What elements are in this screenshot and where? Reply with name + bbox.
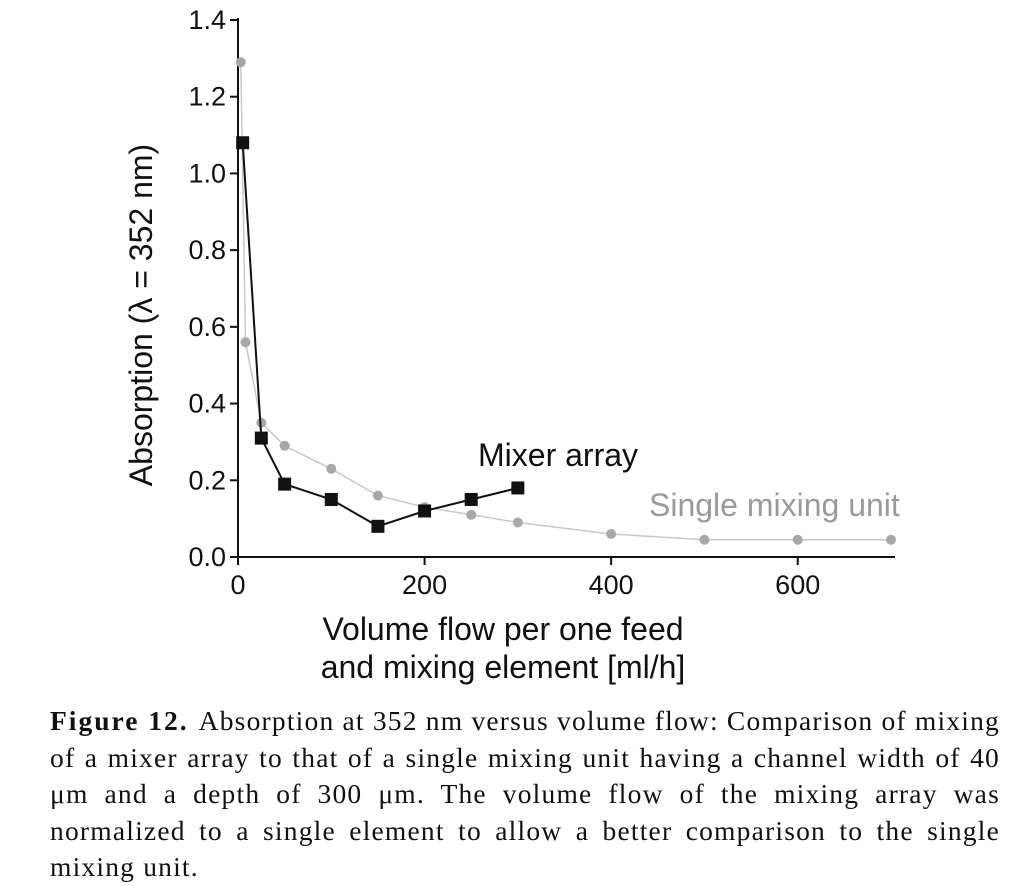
series-layer <box>235 57 896 545</box>
data-point-single-mixing-unit <box>279 440 290 451</box>
data-point-mixer-array <box>278 477 292 491</box>
data-point-single-mixing-unit <box>466 509 477 520</box>
x-axis-title-line-1: Volume flow per one feed <box>322 611 683 647</box>
data-point-single-mixing-unit <box>512 517 523 528</box>
figure-caption: Figure 12. Absorption at 352 nm versus vo… <box>50 703 1000 886</box>
data-point-single-mixing-unit <box>235 57 246 68</box>
data-point-single-mixing-unit <box>792 534 803 545</box>
data-point-mixer-array <box>464 492 478 506</box>
x-tick-label: 400 <box>589 570 634 600</box>
series-line-mixer-array <box>241 142 519 528</box>
x-tick-label: 0 <box>230 570 245 600</box>
x-axis-title-line-2: and mixing element [ml/h] <box>321 649 686 685</box>
y-tick-label: 1.2 <box>188 82 226 112</box>
y-tick-label: 0.2 <box>188 465 226 495</box>
data-point-mixer-array <box>418 504 432 518</box>
data-point-single-mixing-unit <box>326 463 337 474</box>
data-point-mixer-array <box>236 136 250 150</box>
y-axis-title: Absorption (λ = 352 nm) <box>123 144 159 486</box>
axis-ticks: 0.0 0.2 0.4 0.6 0.8 1.0 1.2 1.4 0 200 400 600 <box>188 5 820 600</box>
figure-caption-text: Absorption at 352 nm versus volume flow:… <box>50 705 1000 882</box>
y-tick-label: 0.4 <box>188 389 226 419</box>
x-tick-label: 200 <box>402 570 447 600</box>
series-label-single-mixing-unit: Single mixing unit <box>649 487 900 523</box>
data-point-single-mixing-unit <box>606 528 617 539</box>
y-tick-label: 1.0 <box>188 158 226 188</box>
data-point-single-mixing-unit <box>699 534 710 545</box>
data-point-single-mixing-unit <box>240 337 251 348</box>
axes <box>237 18 895 558</box>
data-point-mixer-array <box>324 492 338 506</box>
y-tick-label: 0.8 <box>188 235 226 265</box>
data-point-single-mixing-unit <box>886 534 896 545</box>
y-tick-label: 1.4 <box>188 5 226 35</box>
data-point-mixer-array <box>371 519 385 533</box>
data-point-single-mixing-unit <box>372 490 383 501</box>
absorption-vs-flow-chart: 0.0 0.2 0.4 0.6 0.8 1.0 1.2 1.4 0 200 400 600 Absor… <box>123 5 900 685</box>
figure-caption-label: Figure 12. <box>50 705 189 736</box>
data-point-mixer-array <box>254 431 268 445</box>
data-point-mixer-array <box>511 481 525 495</box>
y-tick-label: 0.0 <box>188 542 226 572</box>
series-label-mixer-array: Mixer array <box>478 437 638 473</box>
x-tick-label: 600 <box>775 570 820 600</box>
y-tick-label: 0.6 <box>188 312 226 342</box>
